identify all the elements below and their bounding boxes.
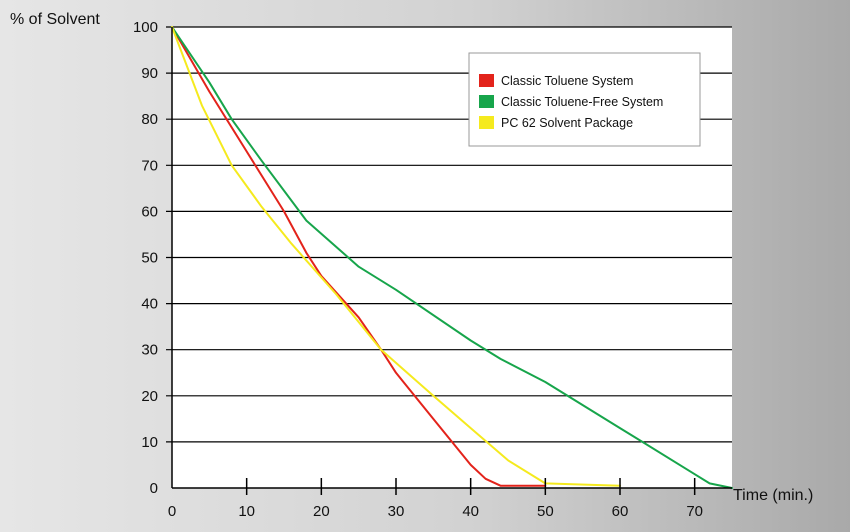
y-tick-label: 90 (141, 65, 158, 82)
legend-swatch (479, 116, 494, 129)
x-tick-label: 50 (537, 503, 554, 520)
x-tick-label: 70 (686, 503, 703, 520)
y-tick-label: 20 (141, 388, 158, 405)
x-tick-label: 30 (388, 503, 405, 520)
y-tick-label: 30 (141, 342, 158, 359)
x-tick-label: 20 (313, 503, 330, 520)
x-tick-label: 40 (462, 503, 479, 520)
legend-label: Classic Toluene System (501, 74, 633, 88)
y-tick-label: 80 (141, 111, 158, 128)
y-tick-label: 40 (141, 296, 158, 313)
legend-label: Classic Toluene-Free System (501, 95, 663, 109)
x-tick-label: 10 (238, 503, 255, 520)
legend-swatch (479, 95, 494, 108)
y-tick-label: 50 (141, 250, 158, 267)
y-tick-labels: 0 10 20 30 40 50 60 70 80 90 100 (133, 19, 158, 497)
x-axis-title: Time (min.) (733, 487, 813, 504)
x-tick-label: 60 (612, 503, 629, 520)
y-tick-label: 10 (141, 434, 158, 451)
legend-label: PC 62 Solvent Package (501, 116, 633, 130)
x-tick-label: 0 (168, 503, 176, 520)
y-tick-label: 60 (141, 203, 158, 220)
y-tick-label: 70 (141, 157, 158, 174)
legend-swatch (479, 74, 494, 87)
legend: Classic Toluene System Classic Toluene-Fr… (469, 53, 700, 146)
y-tick-label: 100 (133, 19, 158, 36)
y-axis-title: % of Solvent (10, 11, 100, 28)
y-tick-label: 0 (150, 480, 158, 497)
